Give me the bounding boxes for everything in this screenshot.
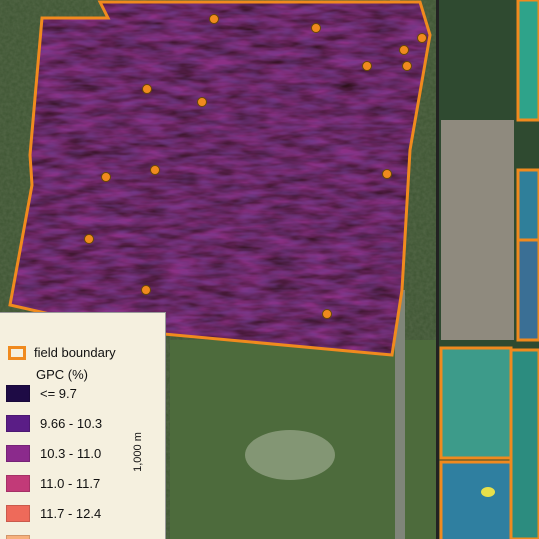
sample-point xyxy=(382,169,392,179)
legend-class-row: 9.66 - 10.3 xyxy=(6,415,102,432)
right-panel-bare-field xyxy=(441,120,514,340)
legend-boundary-entry: field boundary xyxy=(8,345,116,360)
legend-class-swatch xyxy=(6,415,30,432)
right-panel-divider xyxy=(436,0,439,539)
legend-class-swatch xyxy=(6,535,30,539)
sample-point xyxy=(150,165,160,175)
sample-point xyxy=(417,33,427,43)
right-panel-hotspot xyxy=(481,487,495,497)
legend-class-swatch xyxy=(6,505,30,522)
right-panel-field-strip-1 xyxy=(516,0,539,122)
legend-class-swatch xyxy=(6,385,30,402)
legend-class-label: 12.4 - 13.1 xyxy=(40,536,102,539)
sample-point xyxy=(142,84,152,94)
legend-class-label: 11.0 - 11.7 xyxy=(40,476,101,491)
road-vertical xyxy=(395,290,405,539)
sample-point xyxy=(399,45,409,55)
sample-point xyxy=(141,285,151,295)
legend-class-row: 11.0 - 11.7 xyxy=(6,475,100,492)
sample-points xyxy=(84,14,427,319)
sample-point xyxy=(322,309,332,319)
legend-class-label: 9.66 - 10.3 xyxy=(40,416,103,431)
scale-bar-label: 1,000 m xyxy=(131,432,144,472)
legend-class-row: 12.4 - 13.1 xyxy=(6,535,102,539)
legend-class-row: 10.3 - 11.0 xyxy=(6,445,101,462)
legend-boundary-label: field boundary xyxy=(34,345,116,360)
right-panel-field-lower xyxy=(439,346,513,460)
sample-point xyxy=(84,234,94,244)
right-panel-field-strip-3 xyxy=(516,238,539,342)
boundary-swatch xyxy=(8,345,26,360)
sample-point xyxy=(362,61,372,71)
legend-class-row: <= 9.7 xyxy=(6,385,77,402)
legend-class-label: 11.7 - 12.4 xyxy=(40,506,102,521)
sample-point xyxy=(209,14,219,24)
bare-patch xyxy=(245,430,335,480)
sample-point xyxy=(197,97,207,107)
sample-point xyxy=(402,61,412,71)
legend-class-swatch xyxy=(6,475,30,492)
right-panel-field-bottom xyxy=(439,460,513,539)
sample-point xyxy=(311,23,321,33)
right-panel-field-strip-4 xyxy=(509,348,539,539)
sample-point xyxy=(101,172,111,182)
legend-class-row: 11.7 - 12.4 xyxy=(6,505,101,522)
legend-class-label: <= 9.7 xyxy=(40,386,77,401)
legend-class-swatch xyxy=(6,445,30,462)
gpc-raster xyxy=(10,2,430,355)
legend-class-label: 10.3 - 11.0 xyxy=(40,446,102,461)
field-boundary xyxy=(8,0,432,357)
map-legend: field boundary GPC (%) <= 9.7 9.66 - 10.3… xyxy=(0,312,166,539)
legend-title: GPC (%) xyxy=(36,367,88,382)
right-panel-field-strip-2 xyxy=(516,168,539,242)
